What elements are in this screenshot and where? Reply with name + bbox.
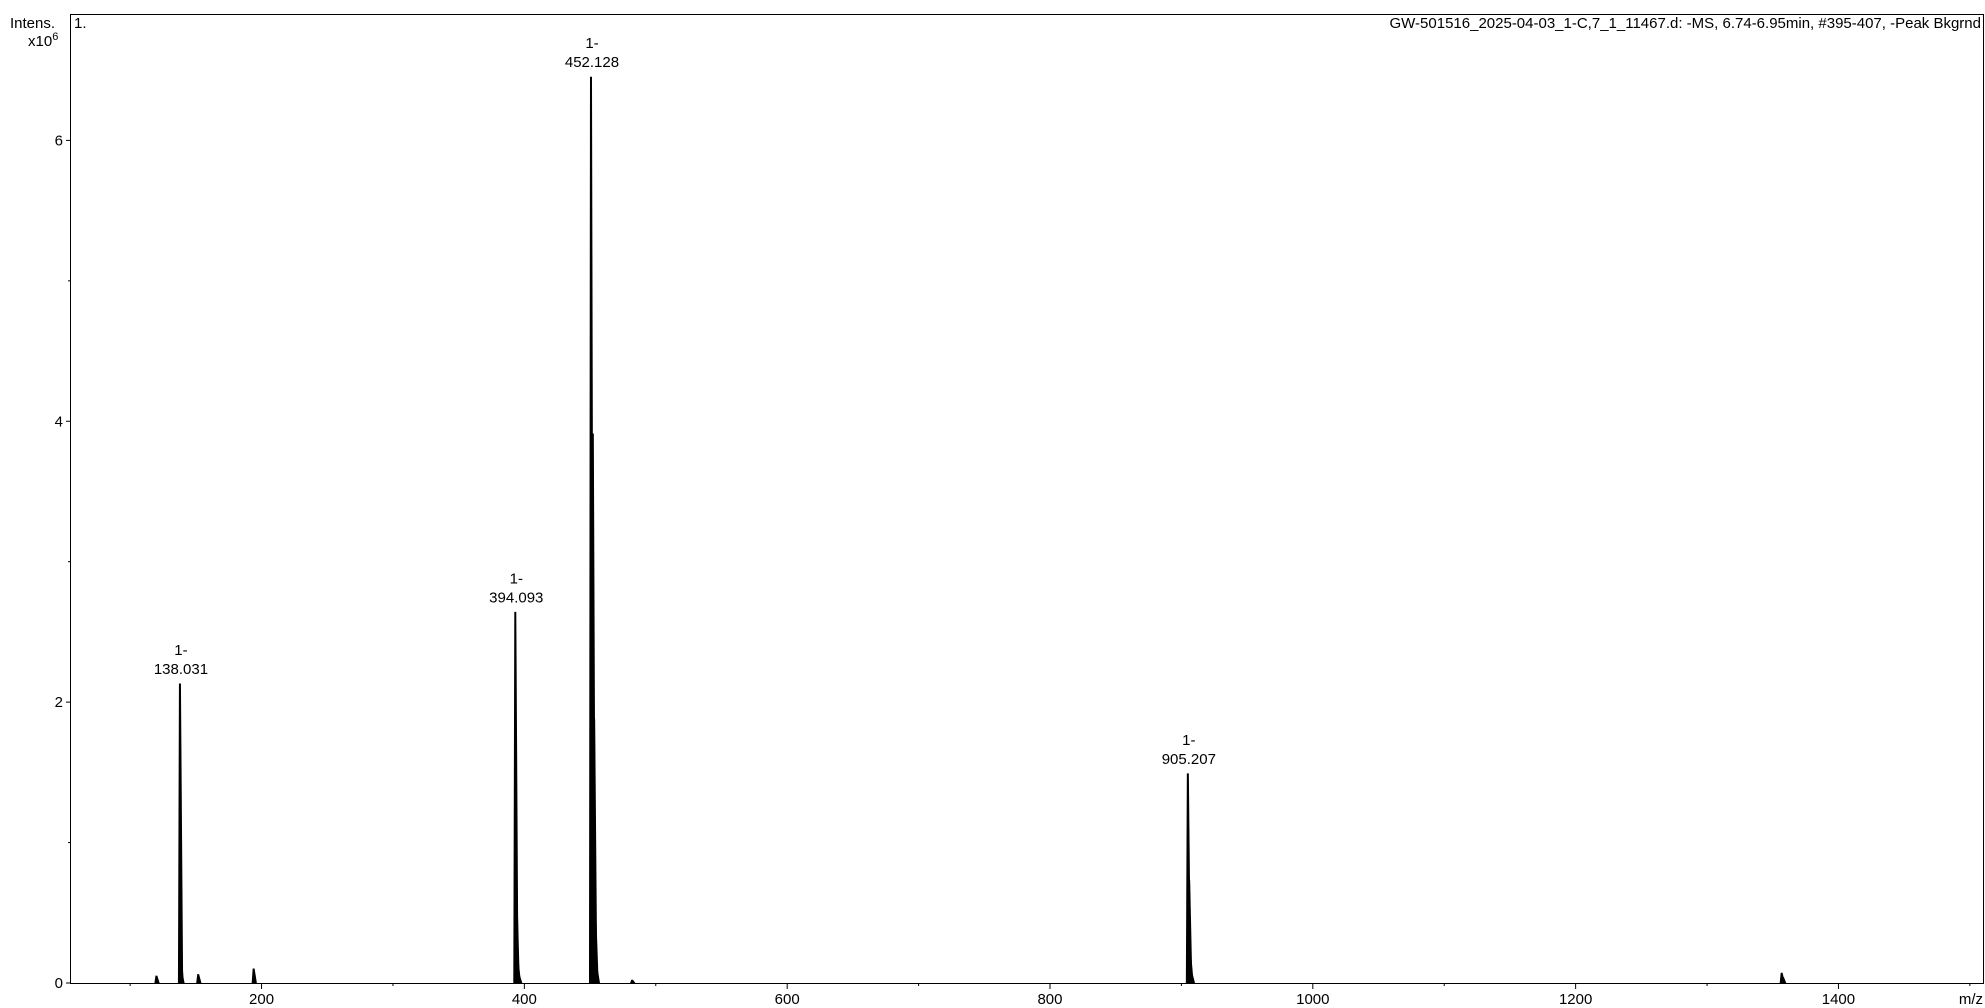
peak-charge-label: 1- xyxy=(174,642,187,659)
peak xyxy=(1189,974,1196,984)
peaks xyxy=(154,76,1787,984)
header-info: GW-501516_2025-04-03_1-C,7_1_11467.d: -M… xyxy=(1390,15,1982,32)
y-axis-multiplier: x106 xyxy=(28,31,58,50)
peak-mz-label: 452.128 xyxy=(565,54,619,71)
peak-charge-label: 1- xyxy=(1182,732,1195,749)
y-tick-label: 0 xyxy=(55,975,63,992)
x-tick-label: 200 xyxy=(249,991,274,1008)
y-axis: 0 2 4 6 xyxy=(55,132,71,992)
x-tick-label: 400 xyxy=(512,991,537,1008)
y-multiplier-base: x10 xyxy=(28,33,52,50)
peak xyxy=(251,968,257,984)
plot-frame xyxy=(70,14,1984,984)
x-tick-label: 1200 xyxy=(1559,991,1592,1008)
y-tick-label: 6 xyxy=(55,132,63,149)
peak-charge-label: 1- xyxy=(585,35,598,52)
x-tick-label: 1400 xyxy=(1822,991,1855,1008)
peak xyxy=(1780,976,1787,984)
y-tick-label: 4 xyxy=(55,413,63,430)
peak-charge-label: 1- xyxy=(510,570,523,587)
x-tick-label: 800 xyxy=(1037,991,1062,1008)
peak xyxy=(517,975,523,984)
x-axis: 200 400 600 800 1000 1200 1400 xyxy=(129,983,1971,1008)
peak-mz-label: 138.031 xyxy=(154,661,208,678)
peak xyxy=(179,971,185,984)
x-tick-label: 600 xyxy=(775,991,800,1008)
peak-labels: 1- 138.031 1- 394.093 1- 452.128 1- 905.207 xyxy=(154,35,1216,768)
y-multiplier-exponent: 6 xyxy=(52,31,58,43)
peak-mz-label: 905.207 xyxy=(1162,751,1216,768)
peak xyxy=(196,974,202,984)
x-tick-label: 1000 xyxy=(1296,991,1329,1008)
peak xyxy=(629,979,636,984)
y-tick-label: 2 xyxy=(55,694,63,711)
peak xyxy=(594,968,601,984)
y-axis-label: Intens. xyxy=(10,15,55,32)
x-axis-label: m/z xyxy=(1959,991,1983,1008)
trace-label: 1. xyxy=(74,15,87,32)
peak-mz-label: 394.093 xyxy=(489,589,543,606)
peak xyxy=(154,975,160,984)
peak xyxy=(177,683,184,984)
